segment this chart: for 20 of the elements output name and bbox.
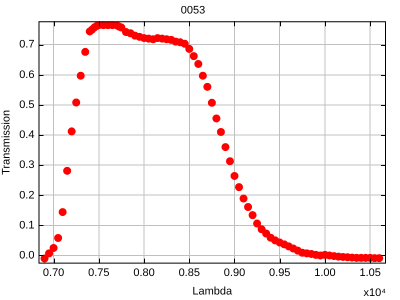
y-tick-label: 0.0 (19, 250, 34, 262)
x-tick-label: 0.95 (269, 267, 290, 280)
y-tick-label: 0.5 (19, 98, 34, 111)
y-tick-label: 0.7 (19, 38, 34, 51)
x-tick-label: 0.80 (133, 267, 155, 280)
y-axis-title: Transmission (0, 110, 13, 175)
x-tick-label: 0.75 (88, 267, 110, 280)
x-tick-label: 0.70 (42, 267, 64, 280)
x-axis-title: Lambda (192, 285, 233, 298)
text: x10⁴ (364, 287, 386, 299)
x-tick-label: 1.00 (314, 267, 336, 280)
y-tick-label: 0.3 (19, 159, 34, 172)
x-tick-label: 0.85 (178, 267, 200, 280)
x-tick-label: 0.90 (224, 267, 246, 280)
y-tick-label: 0.6 (19, 68, 34, 81)
y-tick-label: 0.2 (19, 189, 34, 202)
chart-title: 0053 (180, 4, 206, 17)
y-tick-label: 0.1 (19, 219, 34, 232)
x-tick-label: 1.05 (359, 267, 381, 280)
y-tick-label: 0.4 (19, 129, 34, 142)
